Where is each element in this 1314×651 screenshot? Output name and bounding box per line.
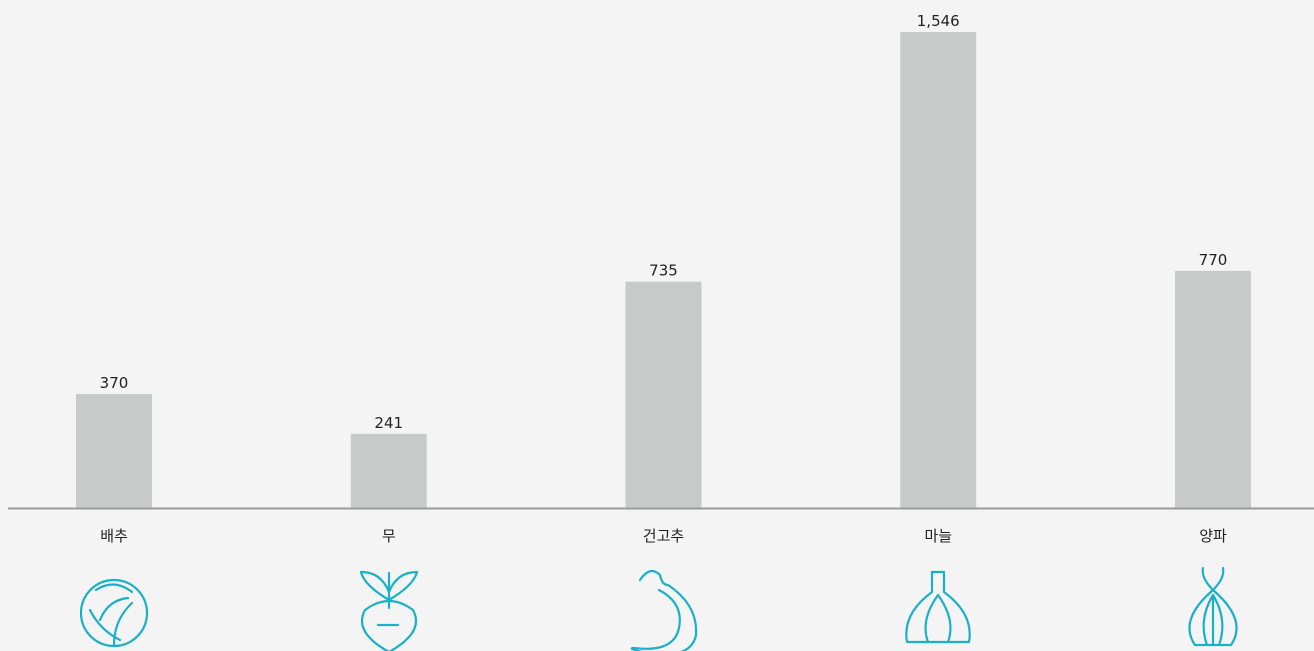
bar bbox=[1175, 270, 1251, 508]
bar bbox=[76, 394, 152, 508]
value-label: 770 bbox=[1199, 251, 1228, 269]
bar bbox=[625, 281, 702, 508]
pepper-icon bbox=[630, 569, 698, 651]
garlic-icon bbox=[905, 570, 971, 644]
x-tick-label: 무 bbox=[382, 527, 396, 545]
bar bbox=[350, 433, 427, 508]
value-label: 735 bbox=[649, 262, 678, 280]
x-tick-label: 양파 bbox=[1199, 527, 1227, 545]
value-label: 241 bbox=[374, 414, 403, 432]
x-tick-label: 배추 bbox=[100, 527, 128, 545]
x-tick-label: 건고추 bbox=[643, 527, 684, 545]
onion-icon bbox=[1188, 566, 1238, 647]
value-label: 1,546 bbox=[917, 12, 960, 30]
x-tick-label: 마늘 bbox=[924, 527, 952, 545]
cabbage-icon bbox=[79, 578, 149, 648]
value-label: 370 bbox=[100, 374, 129, 392]
bar bbox=[900, 32, 977, 508]
radish-icon bbox=[359, 570, 419, 651]
